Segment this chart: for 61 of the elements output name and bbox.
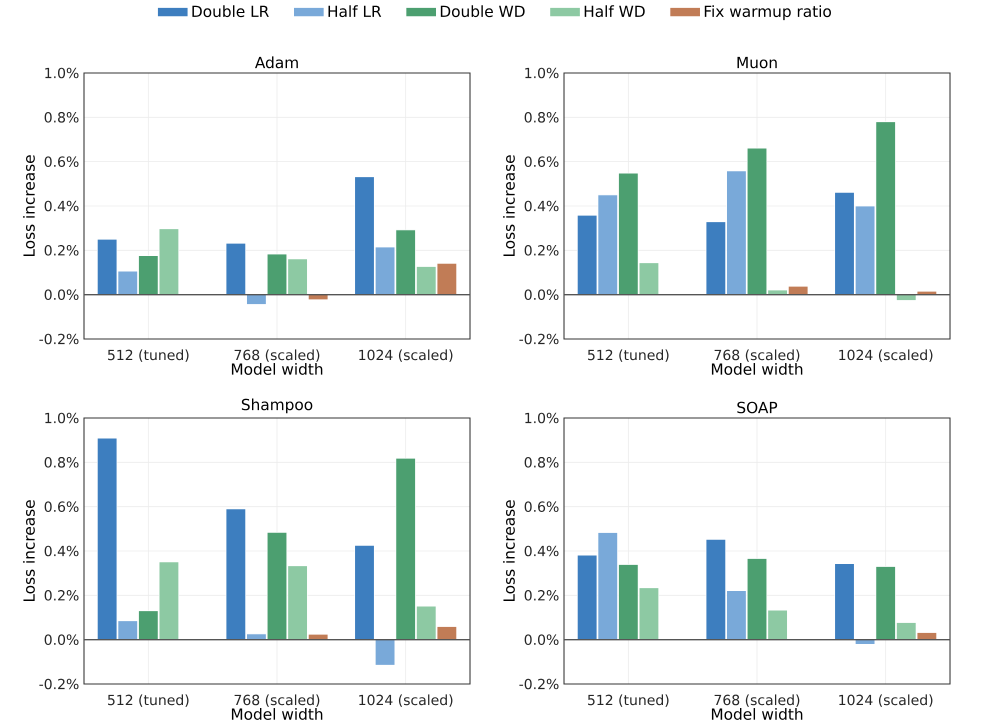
y-axis-title: Loss increase: [22, 155, 35, 256]
legend-label: Double LR: [192, 5, 269, 18]
y-tick-label: 0.0%: [44, 289, 79, 300]
y-tick-label: 1.0%: [45, 68, 79, 78]
x-tick-label: 512 (tuned): [588, 349, 669, 362]
y-tick-label: 0.6%: [44, 156, 79, 167]
x-tick-label: 768 (scaled): [234, 349, 320, 362]
x-tick-label: 1024 (scaled): [359, 349, 452, 362]
y-tick-label: 0.2%: [524, 590, 559, 601]
y-tick-label: 1.0%: [45, 412, 79, 424]
bar: [834, 563, 855, 640]
y-tick-label: -0.2%: [519, 334, 559, 344]
x-tick-label: 768 (scaled): [714, 694, 800, 707]
y-tick-label: 0.8%: [524, 457, 559, 468]
chart-title: SOAP: [737, 402, 778, 414]
y-tick-label: 0.2%: [524, 245, 559, 256]
y-tick-label: -0.2%: [39, 678, 79, 690]
y-tick-label: 0.6%: [44, 501, 79, 512]
y-tick-label: 1.0%: [525, 68, 559, 78]
y-tick-label: 0.8%: [524, 112, 559, 123]
x-axis-title: Model width: [232, 708, 322, 720]
y-axis-title: Loss increase: [502, 155, 515, 256]
y-tick-label: 0.4%: [524, 546, 559, 556]
x-axis-title: Model width: [232, 363, 322, 375]
x-axis-title: Model width: [712, 708, 802, 720]
x-tick-label: 512 (tuned): [108, 349, 189, 362]
x-tick-label: 768 (scaled): [714, 349, 800, 362]
x-tick-label: 512 (tuned): [108, 694, 189, 707]
y-tick-label: 0.8%: [44, 457, 79, 468]
x-axis-title: Model width: [712, 363, 802, 375]
chart-title: Shampoo: [242, 398, 312, 414]
y-tick-label: 0.4%: [44, 546, 79, 556]
y-tick-label: 0.0%: [524, 634, 559, 645]
x-tick-label: 1024 (scaled): [839, 349, 932, 362]
y-axis-title: Loss increase: [502, 500, 515, 602]
y-tick-label: -0.2%: [519, 678, 559, 690]
legend-label: Half LR: [328, 5, 382, 18]
chart-title: Muon: [737, 56, 777, 68]
y-tick-label: 0.4%: [44, 200, 79, 212]
y-axis-title: Loss increase: [22, 500, 35, 602]
x-tick-label: 1024 (scaled): [839, 694, 932, 707]
y-tick-label: -0.2%: [39, 334, 79, 344]
x-tick-label: 768 (scaled): [234, 694, 320, 707]
legend-label: Double WD: [440, 5, 525, 18]
y-tick-label: 0.2%: [44, 245, 79, 256]
chart-title: Adam: [254, 56, 298, 68]
x-tick-label: 1024 (scaled): [359, 694, 452, 707]
bar: [354, 545, 375, 640]
x-tick-label: 512 (tuned): [588, 694, 669, 707]
y-tick-label: 0.0%: [524, 289, 559, 300]
y-tick-label: 1.0%: [525, 412, 559, 424]
y-tick-label: 0.6%: [524, 501, 559, 512]
y-tick-label: 0.2%: [44, 590, 79, 601]
bar: [374, 639, 396, 666]
y-tick-label: 0.6%: [524, 156, 559, 167]
legend-label: Half WD: [584, 5, 645, 18]
y-tick-label: 0.4%: [524, 200, 559, 212]
legend-label: Fix warmup ratio: [704, 5, 831, 20]
y-tick-label: 0.8%: [44, 112, 79, 123]
y-tick-label: 0.0%: [44, 634, 79, 645]
bar: [226, 242, 246, 295]
